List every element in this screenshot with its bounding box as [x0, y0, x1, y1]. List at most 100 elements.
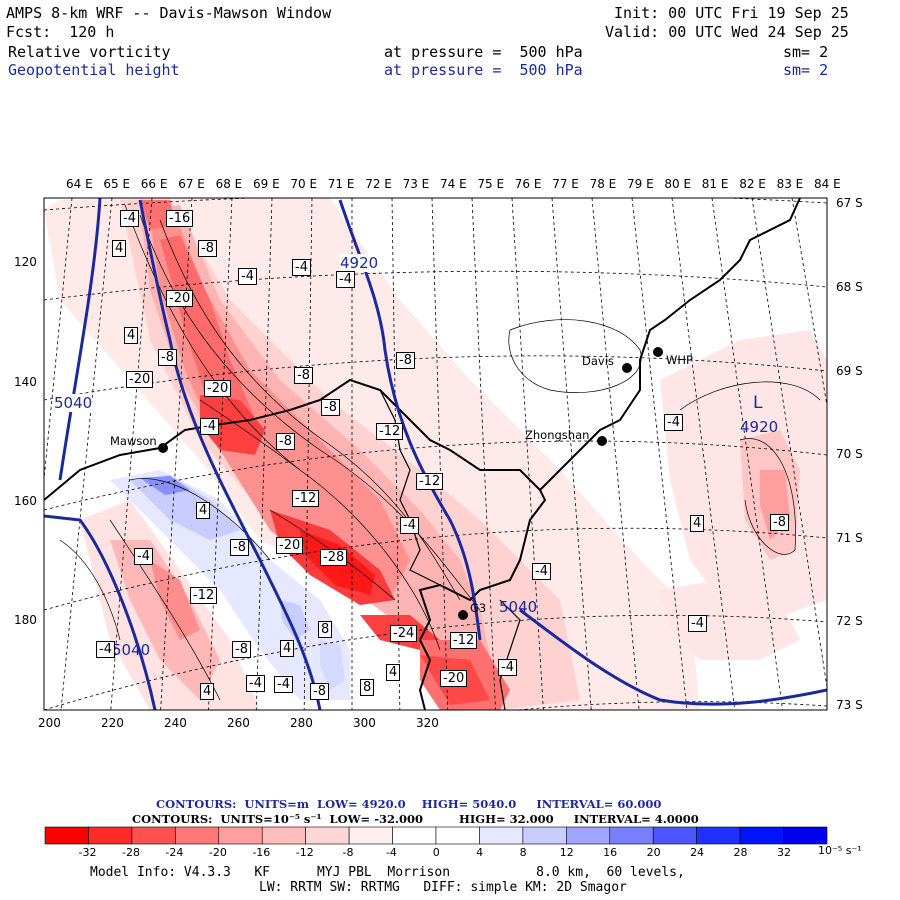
colorbar-segment	[44, 826, 89, 845]
longitude-label: 76 E	[514, 177, 542, 191]
colorbar-tick-label: 16	[603, 846, 618, 859]
x-grid-label: 260	[227, 716, 250, 730]
colorbar-segment	[218, 826, 263, 845]
x-grid-label: 240	[164, 716, 187, 730]
vorticity-label: -4	[96, 641, 115, 658]
vorticity-label: -12	[376, 423, 404, 440]
height-contour-legend: CONTOURS: UNITS=m LOW= 4920.0 HIGH= 5040…	[156, 797, 662, 811]
station-whp: WHP	[666, 353, 693, 367]
vorticity-label: 4	[196, 502, 211, 519]
latitude-label: 71 S	[836, 531, 863, 545]
vorticity-label: 8	[360, 679, 375, 696]
vorticity-label: 4	[386, 664, 401, 681]
field2-smoothing: sm= 2	[783, 61, 829, 79]
vorticity-label: 4	[280, 640, 295, 657]
vorticity-contours	[59, 204, 821, 701]
height-label: 5040	[54, 394, 93, 412]
vorticity-label: -4	[498, 659, 517, 676]
longitude-label: 84 E	[814, 177, 841, 191]
colorbar-segment	[435, 826, 480, 845]
colorbar-tick-label: -32	[78, 846, 97, 859]
y-grid-label: 140	[14, 375, 37, 389]
longitude-label: 69 E	[253, 177, 280, 191]
station-davis: Davis	[582, 354, 614, 368]
colorbar-tick-label: -28	[121, 846, 140, 859]
x-grid-label: 220	[101, 716, 124, 730]
longitude-label: 65 E	[103, 177, 131, 191]
longitude-label: 71 E	[327, 177, 355, 191]
vorticity-label: -8	[321, 399, 340, 416]
field1-smoothing: sm= 2	[783, 43, 829, 61]
colorbar-tick-label: 32	[776, 846, 791, 859]
height-label: 5040	[499, 598, 538, 616]
height-label: 5040	[112, 641, 151, 659]
vorticity-label: -8	[310, 683, 329, 700]
longitude-label: 77 E	[552, 177, 579, 191]
low-center-symbol: L	[753, 393, 763, 413]
height-label: 4920	[740, 418, 779, 436]
colorbar-segment	[609, 826, 654, 845]
latitude-label: 68 S	[836, 280, 863, 294]
station-markers	[158, 347, 663, 620]
x-grid-label: 320	[416, 716, 439, 730]
x-grid-label: 300	[353, 716, 376, 730]
davis-dot	[622, 363, 632, 373]
vorticity-label: -4	[336, 271, 355, 288]
vorticity-label: -4	[120, 210, 139, 227]
colorbar-segment	[479, 826, 524, 845]
colorbar	[44, 826, 828, 845]
station-g3: G3	[470, 601, 487, 615]
valid-time: Valid: 00 UTC Wed 24 Sep 25	[605, 23, 849, 41]
longitude-label: 72 E	[365, 177, 392, 191]
longitude-label: 68 E	[215, 177, 243, 191]
colorbar-segment	[131, 826, 176, 845]
model-info-line2: LW: RRTM SW: RRTMG DIFF: simple KM: 2D S…	[259, 880, 627, 895]
vorticity-label: -4	[134, 548, 153, 565]
longitude-label: 74 E	[440, 177, 467, 191]
colorbar-tick-label: 12	[559, 846, 574, 859]
colorbar-segment	[566, 826, 611, 845]
model-info-line1: Model Info: V4.3.3 KF MYJ PBL Morrison 8…	[90, 865, 685, 880]
vorticity-label: -4	[532, 563, 551, 580]
longitude-label: 67 E	[178, 177, 205, 191]
zhongshan-dot	[597, 436, 607, 446]
vorticity-label: 4	[200, 683, 215, 700]
mawson-dot	[158, 443, 168, 453]
vorticity-label: -4	[238, 268, 257, 285]
colorbar-segment	[261, 826, 306, 845]
longitude-label: 80 E	[664, 177, 692, 191]
vorticity-label: -8	[198, 240, 217, 257]
map-frame	[43, 197, 828, 711]
vorticity-label: -12	[450, 632, 478, 649]
y-grid-label: 120	[14, 255, 37, 269]
vorticity-label: -4	[274, 676, 293, 693]
colorbar-tick-label: 24	[690, 846, 705, 859]
x-grid-label: 200	[38, 716, 61, 730]
colorbar-tick-label: -16	[252, 846, 271, 859]
plot-title: AMPS 8-km WRF -- Davis-Mawson Window	[6, 4, 332, 22]
vorticity-label: -20	[166, 290, 194, 307]
colorbar-segment	[739, 826, 784, 845]
vorticity-label: -4	[664, 414, 683, 431]
longitude-label: 73 E	[402, 177, 430, 191]
colorbar-tick-label: -8	[342, 846, 354, 859]
latitude-label: 70 S	[836, 447, 863, 461]
init-time: Init: 00 UTC Fri 19 Sep 25	[614, 4, 849, 22]
colorbar-segment	[348, 826, 393, 845]
vorticity-label: -20	[440, 670, 468, 687]
field2-name: Geopotential height	[8, 61, 180, 79]
colorbar-segment	[696, 826, 741, 845]
latitude-label: 72 S	[836, 614, 863, 628]
height-contours	[44, 198, 827, 710]
colorbar-tick-label: 4	[476, 846, 484, 859]
vorticity-label: -12	[416, 473, 444, 490]
colorbar-tick-label: 0	[432, 846, 440, 859]
colorbar-tick-label: 20	[646, 846, 661, 859]
forecast-hour: Fcst: 120 h	[6, 23, 115, 41]
colorbar-segment	[783, 826, 828, 845]
longitude-label: 83 E	[776, 177, 804, 191]
latitude-label: 67 S	[836, 196, 863, 210]
colorbar-segment	[175, 826, 220, 845]
latitude-label: 69 S	[836, 364, 863, 378]
